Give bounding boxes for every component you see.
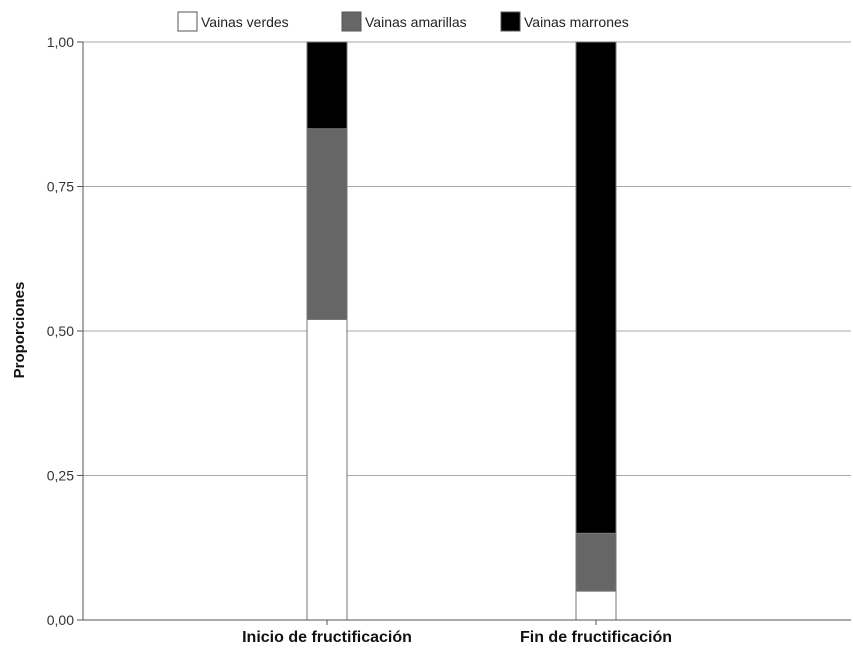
bar-segment bbox=[306, 41, 348, 130]
y-tick-label: 1,00 bbox=[47, 34, 74, 50]
legend-swatch bbox=[500, 11, 521, 32]
axes: 0,00 0,25 0,50 0,75 1,00 Inicio de fructifica… bbox=[47, 34, 851, 646]
legend-swatch bbox=[177, 11, 198, 32]
bar-segment bbox=[575, 532, 617, 592]
legend: Vainas verdes Vainas amarillas Vainas marr… bbox=[177, 11, 629, 32]
bar-segment bbox=[575, 41, 617, 534]
y-axis-title: Proporciones bbox=[11, 282, 28, 379]
x-category-label: Inicio de fructificación bbox=[242, 629, 412, 646]
gridlines bbox=[83, 41, 851, 476]
legend-label: Vainas marrones bbox=[524, 14, 629, 30]
x-category-label: Fin de fructificación bbox=[520, 629, 672, 646]
bar-segment bbox=[575, 590, 617, 621]
bars bbox=[306, 41, 617, 621]
y-tick-label: 0,25 bbox=[47, 468, 74, 484]
y-tick-label: 0,50 bbox=[47, 323, 74, 339]
bar-segment bbox=[306, 128, 348, 320]
bar-segment bbox=[306, 318, 348, 621]
legend-swatch bbox=[341, 11, 362, 32]
y-tick-label: 0,00 bbox=[47, 612, 74, 628]
legend-label: Vainas verdes bbox=[201, 14, 289, 30]
y-tick-label: 0,75 bbox=[47, 179, 74, 195]
legend-label: Vainas amarillas bbox=[365, 14, 467, 30]
